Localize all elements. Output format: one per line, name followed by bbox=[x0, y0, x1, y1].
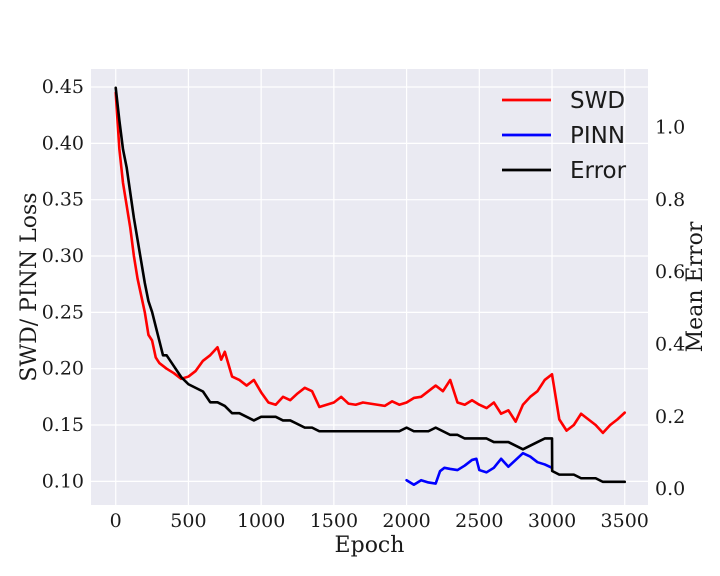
x-tick-label: 3500 bbox=[601, 510, 649, 532]
plot-background bbox=[91, 69, 648, 505]
series-line-pinn bbox=[405, 451, 554, 487]
grid-lines bbox=[91, 69, 648, 505]
x-tick-label: 2000 bbox=[382, 510, 430, 532]
right-y-tick-label: 0.8 bbox=[655, 189, 685, 211]
series-line-error bbox=[114, 86, 627, 484]
left-y-tick-label: 0.25 bbox=[42, 301, 84, 323]
legend-label-pinn: PINN bbox=[570, 123, 625, 149]
right-y-tick-label: 0.6 bbox=[655, 261, 685, 283]
x-tick-label: 0 bbox=[110, 510, 122, 532]
left-y-tick-label: 0.15 bbox=[42, 414, 84, 436]
tick-labels: 0 500 1000 1500 2000 2500 3000 35000.100.150.20… bbox=[42, 76, 686, 532]
x-tick-label: 3000 bbox=[528, 510, 576, 532]
left-y-tick-label: 0.30 bbox=[42, 245, 84, 267]
legend-label-swd: SWD bbox=[570, 88, 625, 114]
right-y-axis-title: Mean Error bbox=[683, 221, 708, 352]
x-tick-label: 2500 bbox=[455, 510, 503, 532]
series-line-swd bbox=[114, 91, 627, 435]
x-tick-label: 1500 bbox=[310, 510, 358, 532]
left-y-axis-title: SWD/ PINN Loss bbox=[17, 192, 42, 381]
left-y-tick-label: 0.20 bbox=[42, 358, 84, 380]
left-y-tick-label: 0.45 bbox=[42, 76, 84, 98]
left-y-tick-label: 0.35 bbox=[42, 189, 84, 211]
left-y-tick-label: 0.40 bbox=[42, 132, 84, 154]
x-tick-label: 500 bbox=[170, 510, 206, 532]
x-tick-label: 1000 bbox=[237, 510, 285, 532]
right-y-tick-label: 0.4 bbox=[655, 333, 685, 355]
legend-label-error: Error bbox=[570, 158, 627, 184]
right-y-tick-label: 0.2 bbox=[655, 406, 685, 428]
series-lines bbox=[114, 86, 627, 487]
left-y-tick-label: 0.10 bbox=[42, 470, 84, 492]
legend: SWD PINN Error bbox=[502, 88, 627, 184]
right-y-tick-label: 0.0 bbox=[655, 478, 685, 500]
right-y-tick-label: 1.0 bbox=[655, 117, 685, 139]
x-axis-title: Epoch bbox=[335, 533, 405, 558]
